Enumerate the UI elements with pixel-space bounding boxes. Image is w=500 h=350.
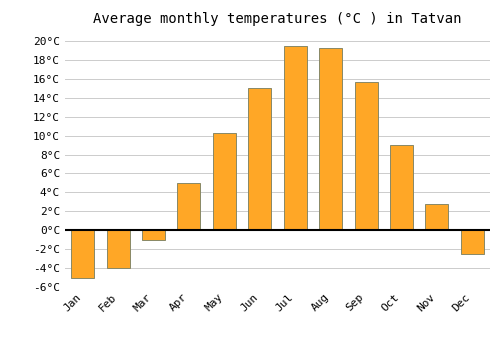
Bar — [319, 48, 342, 230]
Bar — [106, 230, 130, 268]
Bar — [461, 230, 484, 254]
Bar — [213, 133, 236, 230]
Bar — [284, 46, 306, 230]
Bar — [426, 204, 448, 230]
Title: Average monthly temperatures (°C ) in Tatvan: Average monthly temperatures (°C ) in Ta… — [93, 12, 462, 26]
Bar — [248, 88, 272, 230]
Bar — [142, 230, 165, 240]
Bar — [71, 230, 94, 278]
Bar — [354, 82, 378, 230]
Bar — [178, 183, 201, 230]
Bar — [390, 145, 413, 230]
